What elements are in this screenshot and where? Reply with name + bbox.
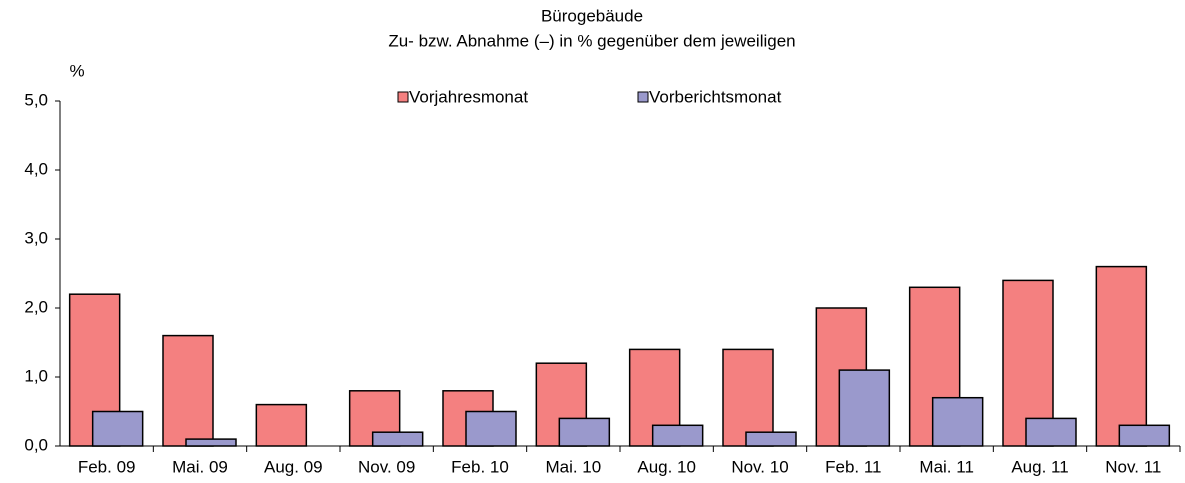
bar xyxy=(838,369,891,447)
bar xyxy=(1118,424,1171,447)
legend-label: Vorberichtsmonat xyxy=(649,87,782,106)
bar xyxy=(185,438,237,447)
bar xyxy=(722,348,774,447)
y-tick-label: 3,0 xyxy=(24,228,48,247)
y-tick-label: 1,0 xyxy=(24,366,48,385)
bar xyxy=(651,424,704,447)
x-tick-label: Aug. 11 xyxy=(1011,457,1068,476)
bar xyxy=(931,396,984,447)
bar xyxy=(1025,417,1077,447)
x-tick-label: Nov. 09 xyxy=(358,457,415,476)
y-tick-label: 2,0 xyxy=(24,297,48,316)
y-tick-label: 5,0 xyxy=(24,90,48,109)
chart-subtitle: Zu- bzw. Abnahme (–) in % gegenüber dem … xyxy=(388,31,795,50)
legend-swatch xyxy=(397,91,409,103)
bar xyxy=(745,431,797,447)
bar xyxy=(91,410,144,447)
x-tick-label: Aug. 10 xyxy=(637,457,696,476)
bar xyxy=(255,403,308,447)
x-tick-label: Feb. 10 xyxy=(451,457,509,476)
x-tick-label: Aug. 09 xyxy=(264,457,323,476)
bar xyxy=(465,410,517,447)
y-tick-label: 4,0 xyxy=(24,159,48,178)
x-tick-label: Mai. 09 xyxy=(172,457,228,476)
bar xyxy=(558,417,611,447)
x-tick-label: Nov. 10 xyxy=(731,457,788,476)
bar xyxy=(162,334,214,447)
y-axis-label: % xyxy=(69,61,84,80)
x-tick-label: Feb. 09 xyxy=(78,457,136,476)
bar xyxy=(371,431,424,447)
x-tick-label: Nov. 11 xyxy=(1105,457,1161,476)
x-tick-label: Feb. 11 xyxy=(825,457,881,476)
chart-title: Bürogebäude xyxy=(541,6,643,25)
bar xyxy=(1095,265,1148,447)
legend-swatch xyxy=(637,91,649,103)
x-tick-label: Mai. 10 xyxy=(545,457,601,476)
legend-label: Vorjahresmonat xyxy=(409,87,528,106)
y-tick-label: 0,0 xyxy=(24,435,48,454)
x-tick-label: Mai. 11 xyxy=(919,457,974,476)
